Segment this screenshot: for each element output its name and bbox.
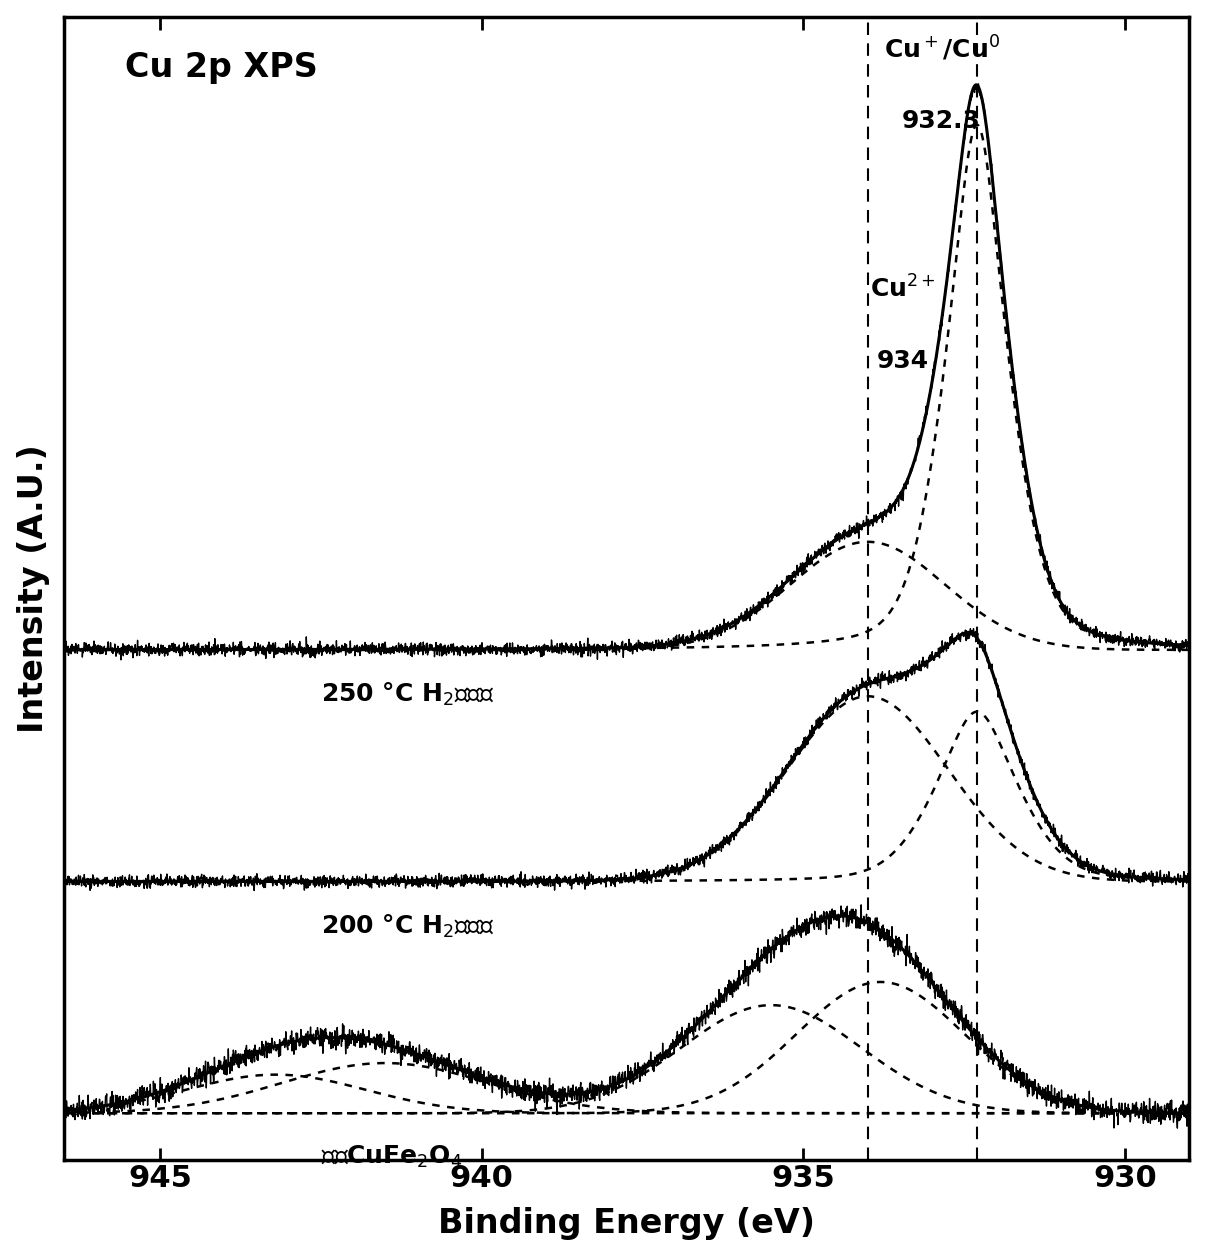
Text: 200 °C H$_2$还原后: 200 °C H$_2$还原后 — [321, 913, 494, 940]
Text: 新鲜CuFe$_2$O$_4$: 新鲜CuFe$_2$O$_4$ — [321, 1144, 462, 1170]
Y-axis label: Intensity (A.U.): Intensity (A.U.) — [17, 444, 49, 733]
Text: Cu 2p XPS: Cu 2p XPS — [125, 52, 318, 84]
Text: Cu$^+$/Cu$^0$: Cu$^+$/Cu$^0$ — [884, 34, 1000, 63]
X-axis label: Binding Energy (eV): Binding Energy (eV) — [438, 1207, 815, 1241]
Text: 932.3: 932.3 — [902, 109, 982, 133]
Text: 250 °C H$_2$还原后: 250 °C H$_2$还原后 — [321, 681, 494, 708]
Text: Cu$^{2+}$: Cu$^{2+}$ — [871, 275, 936, 303]
Text: 934: 934 — [877, 348, 929, 373]
